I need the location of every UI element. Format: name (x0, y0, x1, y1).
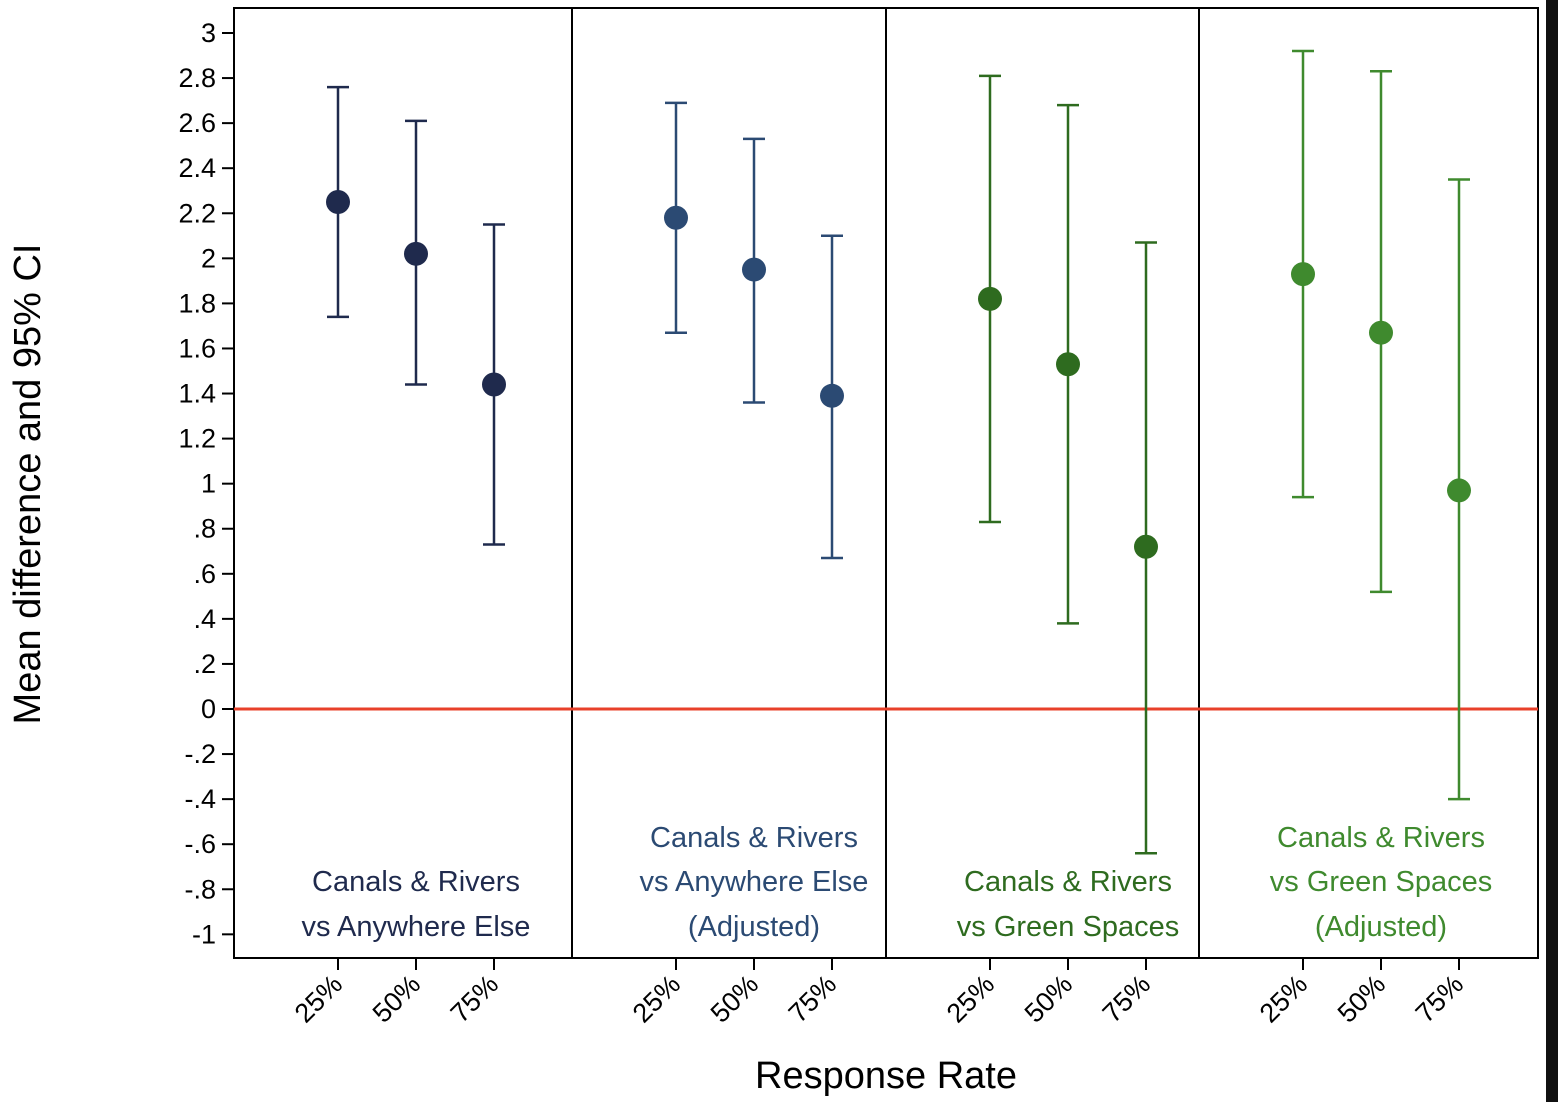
y-tick-label: -1 (192, 919, 216, 949)
mean-point (1134, 534, 1158, 559)
x-tick-label: 25% (627, 969, 686, 1028)
mean-point (820, 383, 844, 408)
y-tick-label: -.2 (184, 739, 216, 769)
y-tick-label: 3 (201, 18, 216, 48)
panel-3: Canals & Rivers vs Green Spaces 25% 50% 75% (941, 866, 1179, 1028)
mean-point (664, 205, 688, 230)
panel-label-line: vs Green Spaces (957, 911, 1179, 943)
panel-label-line: Canals & Rivers (312, 866, 520, 898)
mean-point (742, 257, 766, 282)
y-tick-label: .2 (193, 649, 216, 679)
panel-label-line: vs Anywhere Else (640, 866, 869, 898)
y-tick-label: -.6 (184, 829, 216, 859)
y-tick-label: 1.4 (178, 379, 216, 409)
panel-label-line: vs Green Spaces (1270, 866, 1492, 898)
y-tick-label: 2.4 (178, 153, 216, 183)
y-tick-label: 1.2 (178, 424, 216, 454)
window-edge (1546, 0, 1558, 1102)
y-tick-label: 2.8 (178, 63, 216, 93)
y-tick-label: 1.6 (178, 333, 216, 363)
mean-point (978, 286, 1002, 311)
y-tick-label: 2 (201, 243, 216, 273)
mean-point (326, 190, 350, 214)
panels: Canals & Rivers vs Anywhere Else 25% 50% 75%… (289, 822, 1492, 1028)
mean-point (1369, 320, 1393, 345)
panel-2: Canals & Rivers vs Anywhere Else (Adjusted… (627, 822, 869, 1028)
x-tick-label: 50% (705, 969, 764, 1028)
panel-label-line: Canals & Rivers (964, 866, 1172, 898)
mean-point (1056, 352, 1080, 377)
x-tick-label: 50% (1019, 969, 1078, 1028)
panel-label-line: Canals & Rivers (650, 822, 858, 854)
y-tick-label: .4 (193, 604, 216, 634)
x-tick-label: 50% (367, 969, 426, 1028)
y-tick-label: 1.8 (178, 288, 216, 318)
x-tick-label: 25% (289, 969, 348, 1028)
x-tick-label: 75% (1410, 969, 1469, 1028)
panel-1: Canals & Rivers vs Anywhere Else 25% 50% 75% (289, 866, 531, 1028)
y-tick-label: 2.2 (178, 198, 216, 228)
x-tick-label: 25% (1254, 969, 1313, 1028)
mean-point (1447, 478, 1471, 503)
mean-point (404, 241, 428, 266)
panel-4: Canals & Rivers vs Green Spaces (Adjusted)… (1254, 822, 1492, 1028)
y-tick-label: -.8 (184, 874, 216, 904)
panel-label-line: (Adjusted) (1315, 911, 1447, 943)
y-tick-label: -.4 (184, 784, 216, 814)
mean-point (482, 372, 506, 397)
y-tick-label: .6 (193, 559, 216, 589)
points-layer (326, 49, 1471, 855)
x-tick-label: 75% (445, 969, 504, 1028)
panel-label-line: (Adjusted) (688, 911, 820, 943)
mean-point (1291, 262, 1315, 287)
x-tick-label: 75% (783, 969, 842, 1028)
y-tick-label: 0 (201, 694, 216, 724)
y-tick-label: 2.6 (178, 108, 216, 138)
y-tick-label: 1 (201, 469, 216, 499)
panel-label-line: vs Anywhere Else (302, 911, 531, 943)
panel-label-line: Canals & Rivers (1277, 822, 1485, 854)
x-tick-label: 25% (941, 969, 1000, 1028)
x-axis-title: Response Rate (755, 1055, 1017, 1097)
x-tick-label: 50% (1332, 969, 1391, 1028)
x-tick-label: 75% (1097, 969, 1156, 1028)
plot-frame (233, 7, 1539, 959)
y-axis-title: Mean difference and 95% CI (7, 244, 49, 725)
y-axis: 32.82.62.42.221.81.61.41.21.8.6.4.20-.2-… (178, 18, 234, 949)
y-tick-label: .8 (193, 514, 216, 544)
